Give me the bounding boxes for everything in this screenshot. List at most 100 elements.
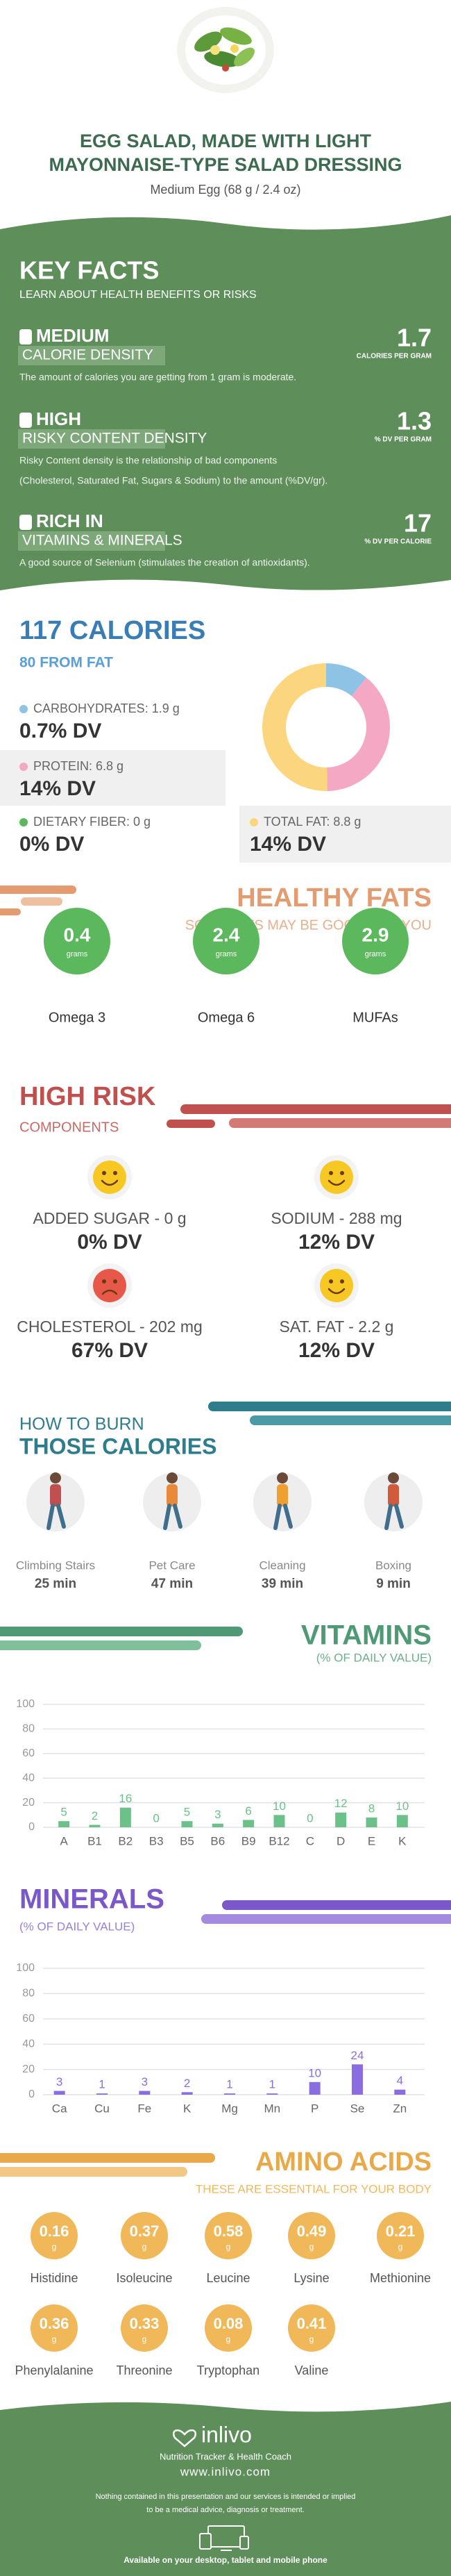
data-label: 1 — [226, 2078, 232, 2091]
bar — [212, 1823, 223, 1827]
data-label: 10 — [395, 1800, 409, 1813]
macro-dv: 0% DV — [19, 833, 84, 856]
activity-name: Cleaning — [259, 1559, 305, 1572]
bar — [139, 2091, 151, 2095]
fat-unit: grams — [365, 950, 386, 958]
tagline: Nutrition Tracker & Health Coach — [160, 2451, 291, 2461]
x-tick-label: B2 — [118, 1834, 133, 1847]
data-label: 16 — [119, 1792, 132, 1805]
bar — [394, 2089, 406, 2095]
x-tick-label: Cu — [94, 2102, 110, 2115]
figure-body — [277, 1484, 288, 1506]
face-eye — [113, 1171, 117, 1175]
section-subtitle: 80 FROM FAT — [19, 655, 113, 671]
bar — [352, 2064, 363, 2095]
salad-image — [177, 7, 274, 93]
section-title: AMINO ACIDS — [255, 2147, 432, 2177]
chart-title: MINERALS — [19, 1884, 164, 1915]
bar — [119, 1807, 131, 1827]
data-label: 3 — [56, 2075, 62, 2088]
fact-value: 17 — [404, 509, 432, 538]
data-label: 0 — [153, 1811, 159, 1825]
face-eye — [340, 1171, 344, 1175]
face-mouth — [327, 1288, 346, 1295]
x-tick-label: Mg — [221, 2102, 238, 2115]
amino-circle — [31, 2304, 78, 2352]
amino-name: Histidine — [30, 2271, 78, 2285]
y-tick-label: 60 — [22, 1747, 35, 1759]
x-tick-label: K — [183, 2102, 192, 2115]
figure-head — [388, 1472, 399, 1484]
face-eye — [102, 1171, 106, 1175]
risk-dv: 67% DV — [71, 1339, 148, 1362]
fat-value: 2.4 — [213, 924, 240, 945]
bar — [224, 2093, 235, 2095]
highlight-box — [239, 806, 451, 863]
subtitle: Medium Egg (68 g / 2.4 oz) — [150, 183, 300, 197]
figure-legs — [46, 1504, 66, 1530]
fact-description: A good source of Selenium (stimulates th… — [19, 557, 310, 568]
amino-circle — [377, 2212, 424, 2259]
x-tick-label: A — [60, 1834, 68, 1847]
risk-label: SODIUM - 288 mg — [271, 1209, 402, 1227]
amino-name: Phenylalanine — [15, 2363, 93, 2377]
amino-circle — [121, 2304, 168, 2352]
amino-value: 0.33 — [130, 2315, 160, 2332]
face-eye — [329, 1279, 333, 1283]
face-mouth — [101, 1179, 119, 1186]
bar — [243, 1820, 255, 1827]
amino-circle — [205, 2212, 252, 2259]
activity-time: 9 min — [376, 1577, 411, 1591]
data-label: 10 — [273, 1800, 286, 1813]
fact-unit: % DV PER GRAM — [375, 436, 432, 444]
bar — [58, 1821, 70, 1827]
x-tick-label: B1 — [87, 1834, 102, 1847]
fat-unit: grams — [67, 950, 88, 958]
fat-circle — [44, 908, 110, 974]
bar — [89, 1825, 101, 1827]
x-tick-label: P — [311, 2102, 318, 2115]
fact-level: HIGH — [36, 408, 81, 429]
macro-dv: 14% DV — [19, 777, 96, 800]
brand: inlivo — [201, 2422, 252, 2447]
fact-name: RISKY CONTENT DENSITY — [22, 431, 207, 447]
donut-slice — [327, 677, 391, 791]
bar — [366, 1817, 377, 1827]
fat-circle — [342, 908, 409, 974]
y-tick-label: 100 — [16, 1698, 35, 1710]
disclaimer: Nothing contained in this presentation a… — [96, 2493, 356, 2501]
amino-name: Tryptophan — [197, 2363, 259, 2377]
chart-subtitle: (% OF DAILY VALUE) — [316, 1651, 432, 1664]
face — [320, 1269, 353, 1302]
fact-name: CALORIE DENSITY — [22, 347, 153, 363]
disclaimer: to be a medical advice, diagnosis or tre… — [146, 2506, 304, 2514]
amino-circle — [31, 2212, 78, 2259]
macro-label: PROTEIN: 6.8 g — [33, 759, 124, 773]
macro-label: TOTAL FAT: 8.8 g — [264, 815, 361, 829]
amino-circle — [205, 2304, 252, 2352]
figure-legs — [273, 1504, 293, 1530]
fact-value: 1.3 — [397, 407, 432, 435]
section-title: 117 CALORIES — [19, 616, 205, 645]
bar — [53, 2091, 65, 2095]
data-label: 2 — [92, 1809, 98, 1822]
amino-value: 0.21 — [386, 2222, 416, 2240]
figure-head — [167, 1472, 178, 1484]
figure-legs — [163, 1504, 182, 1530]
x-tick-label: D — [337, 1834, 345, 1847]
data-label: 12 — [334, 1797, 348, 1810]
amino-name: Isoleucine — [116, 2271, 172, 2285]
amino-circle — [121, 2212, 168, 2259]
amino-name: Lysine — [293, 2271, 329, 2285]
y-tick-label: 0 — [28, 2088, 35, 2100]
fact-value: 1.7 — [397, 324, 432, 352]
legend-dot — [19, 818, 28, 826]
activity-name: Climbing Stairs — [16, 1559, 95, 1572]
x-tick-label: Zn — [393, 2102, 407, 2115]
bar — [181, 1821, 193, 1827]
amino-unit: g — [142, 2242, 147, 2252]
amino-value: 0.08 — [214, 2315, 244, 2332]
section-title: HOW TO BURN — [19, 1415, 144, 1434]
data-label: 24 — [351, 2049, 364, 2062]
face — [93, 1269, 126, 1302]
